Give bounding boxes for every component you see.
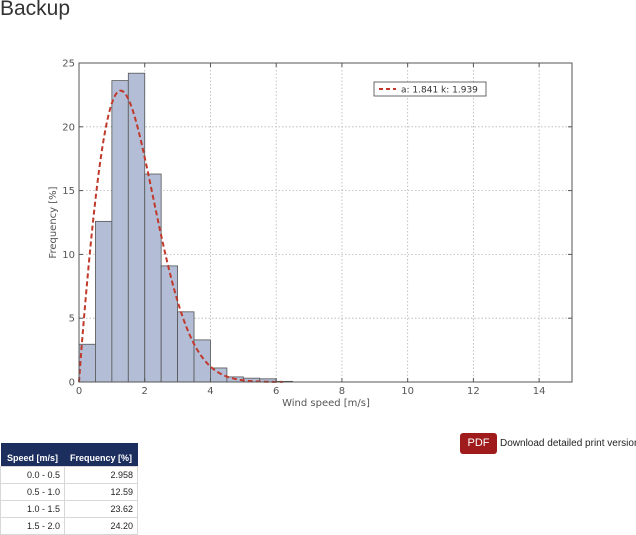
y-tick-label: 20 (62, 122, 75, 133)
legend-box (373, 81, 487, 97)
x-tick-label: 6 (273, 386, 279, 397)
y-tick-label: 10 (62, 250, 75, 261)
table-header-row: Speed [m/s] Frequency [%] (0, 443, 138, 466)
y-tick-label: 0 (69, 378, 75, 389)
x-tick-label: 10 (401, 386, 414, 397)
histogram-bar (160, 265, 179, 383)
legend-label: a: 1.841 k: 1.939 (401, 86, 478, 96)
x-tick-label: 8 (339, 386, 345, 397)
page-title: Backup (0, 0, 71, 20)
speed-cell: 1.5 - 2.0 (0, 516, 65, 535)
wind-speed-histogram-chart: 0 2 4 6 8 10 12 14 0 5 10 15 20 25 Wind speed [m/s] Fre… (48, 59, 573, 409)
histogram-bar (111, 80, 129, 383)
speed-cell: 0.0 - 0.5 (0, 465, 65, 484)
table-row: 0.0 - 0.5 2.958 (0, 465, 138, 484)
frequency-table: Speed [m/s] Frequency [%] 0.0 - 0.5 2.95… (0, 443, 138, 535)
y-tick-label: 15 (62, 186, 75, 197)
histogram-bar (210, 367, 228, 383)
x-tick-label: 0 (76, 386, 82, 397)
x-tick-label: 12 (467, 386, 480, 397)
histogram-bar (177, 311, 195, 383)
x-axis-label: Wind speed [m/s] (282, 398, 370, 409)
speed-cell: 0.5 - 1.0 (0, 482, 65, 501)
chart-legend: a: 1.841 k: 1.939 (373, 81, 487, 97)
download-print-version-link[interactable]: Download detailed print version (500, 438, 636, 449)
y-tick-label: 5 (69, 314, 75, 325)
plot-frame (78, 62, 573, 383)
histogram-bar (144, 173, 162, 383)
table-row: 1.0 - 1.5 23.62 (0, 499, 138, 518)
x-tick-label: 4 (207, 386, 213, 397)
histogram-bar (95, 220, 113, 383)
histogram-bar (193, 339, 211, 383)
speed-cell: 1.0 - 1.5 (0, 499, 65, 518)
frequency-cell: 23.62 (64, 499, 138, 518)
x-tick-label: 2 (142, 386, 148, 397)
y-axis-label: Frequency [%] (48, 186, 59, 258)
x-tick-label: 14 (533, 386, 546, 397)
frequency-cell: 24.20 (64, 516, 138, 535)
pdf-button[interactable]: PDF (460, 433, 497, 454)
frequency-cell: 2.958 (64, 465, 138, 484)
pdf-download-area: PDF Download detailed print version (460, 433, 636, 454)
table-row: 1.5 - 2.0 24.20 (0, 516, 138, 535)
frequency-cell: 12.59 (64, 482, 138, 501)
weibull-fit-line (78, 89, 283, 383)
header-frequency: Frequency [%] (69, 453, 132, 464)
header-speed: Speed [m/s] (6, 453, 58, 464)
y-tick-label: 25 (62, 59, 75, 70)
table-row: 0.5 - 1.0 12.59 (0, 482, 138, 501)
